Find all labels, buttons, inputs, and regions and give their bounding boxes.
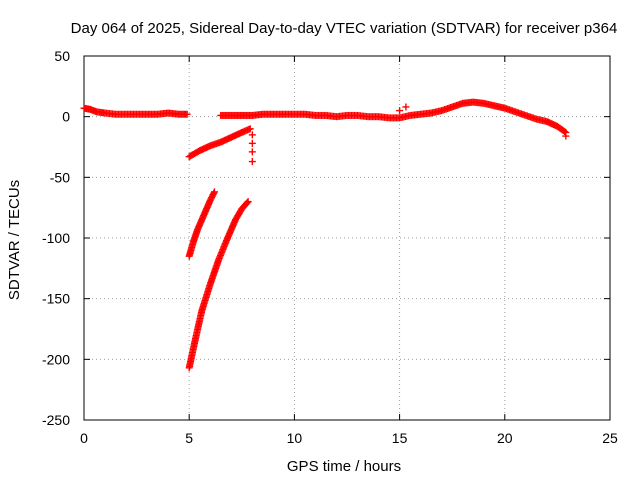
isolated-data-point: [248, 158, 256, 166]
y-tick-label: -150: [42, 291, 70, 307]
plot-frame: [83, 55, 611, 421]
x-tick-label: 10: [287, 430, 303, 446]
isolated-data-point: [562, 132, 570, 140]
isolated-data-point: [402, 103, 410, 111]
data-point: [210, 189, 218, 197]
x-tick-label: 15: [392, 430, 408, 446]
data-point: [246, 125, 254, 133]
isolated-data-point: [396, 107, 404, 115]
data-point: [244, 198, 252, 206]
x-axis-label: GPS time / hours: [287, 458, 401, 475]
isolated-data-point: [248, 139, 256, 147]
y-tick-label: -200: [42, 351, 70, 367]
grid-layer: [84, 56, 610, 420]
x-tick-label: 5: [185, 430, 193, 446]
y-axis-label: SDTVAR / TECUs: [6, 180, 23, 300]
data-point: [561, 128, 569, 136]
tick-layer: 0 5 10 15 20 25 50 0 -50 -100 -150 -200 -250: [42, 48, 618, 446]
data-point: [183, 110, 191, 118]
x-tick-label: 20: [497, 430, 513, 446]
y-tick-label: -50: [50, 169, 70, 185]
isolated-data-point: [248, 131, 256, 139]
data-point: [210, 188, 218, 196]
data-points: [80, 98, 570, 372]
y-tick-label: -250: [42, 412, 70, 428]
isolated-data-point: [248, 148, 256, 156]
x-tick-label: 25: [602, 430, 618, 446]
y-tick-label: 0: [62, 109, 70, 125]
y-tick-label: -100: [42, 230, 70, 246]
y-tick-label: 50: [54, 48, 70, 64]
chart-title: Day 064 of 2025, Sidereal Day-to-day VTE…: [71, 20, 618, 37]
x-tick-label: 0: [80, 430, 88, 446]
data-point: [243, 199, 251, 207]
